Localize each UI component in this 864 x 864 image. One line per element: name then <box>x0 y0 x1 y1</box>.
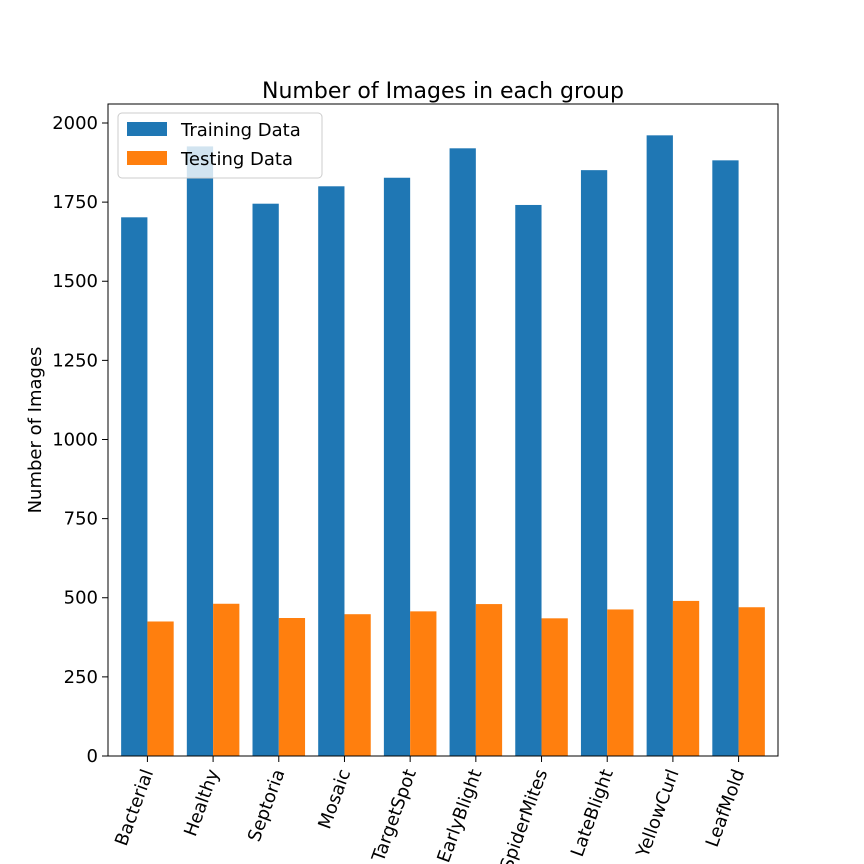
y-tick-label: 750 <box>64 509 98 530</box>
bar-testing-septoria <box>278 618 306 756</box>
legend-label: Testing Data <box>180 149 293 170</box>
bar-testing-targetspot <box>410 611 437 756</box>
axes-frame <box>107 103 779 757</box>
y-tick-label: 250 <box>64 667 98 688</box>
y-axis-label: Number of Images <box>25 347 46 514</box>
bar-testing-leafmold <box>738 607 765 756</box>
y-tick-label: 0 <box>87 746 98 767</box>
y-tick-label: 2000 <box>52 113 98 134</box>
bar-training-yellowcurl <box>646 135 673 756</box>
bar-training-septoria <box>252 203 279 756</box>
bar-testing-yellowcurl <box>672 600 700 756</box>
bar-training-targetspot <box>383 177 411 757</box>
y-tick-label: 1000 <box>52 429 98 450</box>
legend-swatch <box>127 122 167 136</box>
bar-testing-spidermites <box>541 618 568 756</box>
bar-training-bacterial <box>121 217 148 757</box>
bar-testing-bacterial <box>147 621 174 756</box>
bar-training-spidermites <box>515 204 542 757</box>
y-axis: 0 250 500 750 1000 1250 1500 1750 2000 <box>52 113 108 767</box>
plot-area <box>121 135 765 757</box>
bar-training-leafmold <box>712 160 739 756</box>
bar-training-mosaic <box>318 186 345 756</box>
legend-box <box>117 112 323 179</box>
chart-title: Number of Images in each group <box>262 79 624 104</box>
legend-label: Training Data <box>180 120 301 141</box>
y-tick-label: 500 <box>64 588 98 609</box>
bar-training-lateblight <box>580 170 608 756</box>
legend: Training Data Testing Data <box>117 112 323 179</box>
bar-testing-earlyblight <box>475 604 503 756</box>
bar-testing-lateblight <box>607 609 634 756</box>
y-tick-label: 1250 <box>52 350 98 371</box>
bar-testing-healthy <box>213 603 240 756</box>
y-tick-label: 1750 <box>52 192 98 213</box>
bar-testing-mosaic <box>344 614 371 756</box>
legend-swatch <box>127 151 167 165</box>
y-tick-label: 1500 <box>52 271 98 292</box>
bar-training-healthy <box>186 146 214 757</box>
bar-training-earlyblight <box>449 148 476 757</box>
